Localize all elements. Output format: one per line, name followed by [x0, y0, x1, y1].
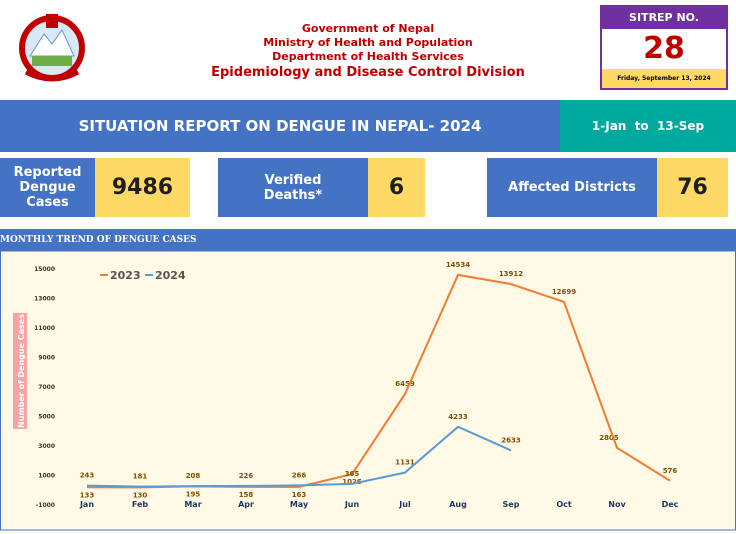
x-tick-label: Aug: [449, 500, 467, 509]
legend-label: 2024: [155, 269, 186, 282]
stat-value: 6: [368, 158, 425, 217]
data-label: 13912: [499, 270, 523, 278]
org-line: Epidemiology and Disease Control Divisio…: [211, 65, 525, 80]
data-label: 365: [345, 470, 360, 478]
data-label: 226: [239, 472, 254, 480]
org-block: Government of Nepal Ministry of Health a…: [200, 22, 536, 82]
banner-title: SITUATION REPORT ON DENGUE IN NEPAL- 202…: [0, 100, 560, 152]
y-tick-label: 15000: [34, 266, 55, 273]
plot-background: [0, 251, 736, 531]
data-label: 12699: [552, 288, 576, 296]
org-line: Department of Health Services: [272, 50, 464, 63]
x-tick-label: Jan: [79, 500, 94, 509]
series-line: [86, 425, 512, 488]
y-tick-label: -1000: [36, 502, 55, 509]
y-tick-label: 11000: [34, 325, 55, 332]
data-label: 181: [133, 473, 148, 481]
data-label: 130: [133, 491, 148, 499]
data-label: 14534: [446, 261, 470, 269]
data-label: 1131: [395, 459, 415, 467]
data-label: 208: [186, 472, 201, 480]
x-tick-label: Feb: [132, 500, 149, 509]
emblem: [19, 14, 85, 82]
stat-label: Affected Districts: [487, 158, 657, 217]
y-label-group: Number of Dengue Cases: [13, 313, 27, 429]
org-line: Ministry of Health and Population: [263, 36, 473, 49]
stat-value: 9486: [95, 158, 190, 217]
x-tick-label: Jun: [344, 500, 360, 509]
y-tick-label: 13000: [34, 296, 55, 303]
sitrep-number: 28: [643, 31, 685, 66]
x-tick-label: Oct: [556, 500, 572, 509]
y-label-bg: [13, 313, 27, 429]
data-label: 576: [663, 467, 678, 475]
org-line: Government of Nepal: [301, 22, 435, 35]
x-tick-label: Apr: [238, 500, 254, 509]
y-tick-label: 1000: [38, 473, 55, 480]
x-tick-label: May: [290, 500, 309, 509]
stat-label: Verified Deaths*: [218, 158, 368, 217]
data-label: 243: [80, 472, 95, 480]
data-label: 133: [80, 491, 95, 499]
report-date: Friday, September 13, 2024: [602, 69, 726, 88]
data-label: 4233: [448, 413, 468, 421]
banner-period: 1-Jan to 13-Sep: [560, 100, 736, 152]
x-tick-label: Sep: [503, 500, 520, 509]
data-label: 163: [292, 491, 307, 499]
stat-value: 76: [657, 158, 728, 217]
y-tick-label: 3000: [38, 443, 55, 450]
data-label: 158: [239, 491, 254, 499]
y-axis-label: Number of Dengue Cases: [17, 314, 26, 428]
x-tick-label: Mar: [184, 500, 201, 509]
x-tick-label: Nov: [608, 500, 626, 509]
data-label: 1026: [342, 478, 362, 486]
data-label: 6459: [395, 380, 415, 388]
x-tick-label: Dec: [662, 500, 679, 509]
data-label: 2633: [501, 436, 521, 444]
sitrep-label: SITREP NO.: [602, 7, 726, 29]
x-tick-label: Jul: [398, 500, 411, 509]
y-tick-label: 7000: [38, 384, 55, 391]
stat-label: Reported Dengue Cases: [0, 158, 95, 217]
y-tick-label: 9000: [38, 355, 55, 362]
sitrep-box: SITREP NO. 28 Friday, September 13, 2024: [600, 5, 728, 90]
chart-title: MONTHLY TREND OF DENGUE CASES: [0, 229, 736, 251]
data-label: 266: [292, 471, 307, 479]
data-label: 195: [186, 490, 201, 498]
data-label: 2805: [599, 434, 619, 442]
legend-label: 2023: [110, 269, 141, 282]
y-tick-label: 5000: [38, 414, 55, 421]
chart: Number of Dengue Cases 15000 13000 11000 90…: [0, 251, 736, 531]
